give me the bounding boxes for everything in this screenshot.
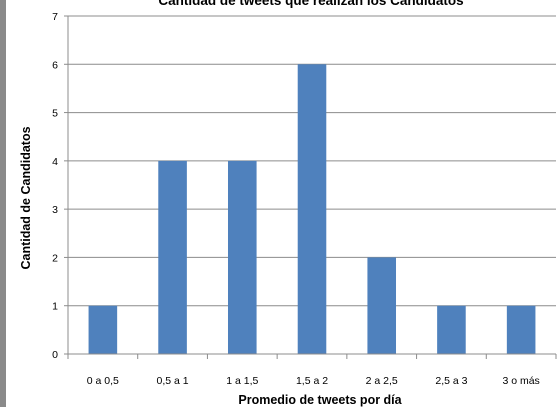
bar-chart: Cantidad de tweets que realizan los Cand… (19, 0, 557, 407)
bar-2 (227, 160, 257, 354)
axes (64, 15, 557, 359)
x-tick-label: 2,5 a 3 (435, 375, 467, 387)
chart-title: Cantidad de tweets que realizan los Cand… (158, 0, 463, 8)
x-tick-label: 3 o más (502, 375, 539, 387)
bar-1 (158, 160, 187, 354)
bar-4 (367, 257, 397, 354)
x-tick-label: 0,5 a 1 (157, 375, 189, 387)
y-tick-label: 0 (52, 349, 58, 361)
y-tick-label: 2 (52, 252, 58, 264)
bar-0 (88, 305, 118, 354)
y-tick-label: 6 (52, 59, 58, 71)
x-tick-labels: 0 a 0,5 0,5 a 1 1 a 1,5 1,5 a 2 2 a 2,5 2,5 a… (87, 375, 540, 387)
x-tick-label: 1,5 a 2 (296, 375, 328, 387)
bar-5 (437, 305, 466, 354)
x-tick-label: 2 a 2,5 (366, 375, 398, 387)
y-tick-label: 4 (52, 156, 58, 168)
y-tick-label: 5 (52, 108, 58, 120)
bars (88, 64, 536, 355)
y-tick-label: 1 (52, 301, 58, 313)
y-tick-label: 7 (52, 11, 58, 23)
y-tick-labels: 0 1 2 3 4 5 6 7 (52, 11, 58, 361)
y-tick-label: 3 (52, 204, 58, 216)
bar-6 (506, 305, 536, 354)
x-tick-label: 0 a 0,5 (87, 375, 119, 387)
y-axis-title: Cantidad de Candidatos (19, 126, 33, 269)
bar-3 (297, 64, 327, 355)
x-axis-title: Promedio de tweets por día (238, 393, 402, 407)
x-tick-label: 1 a 1,5 (226, 375, 258, 387)
